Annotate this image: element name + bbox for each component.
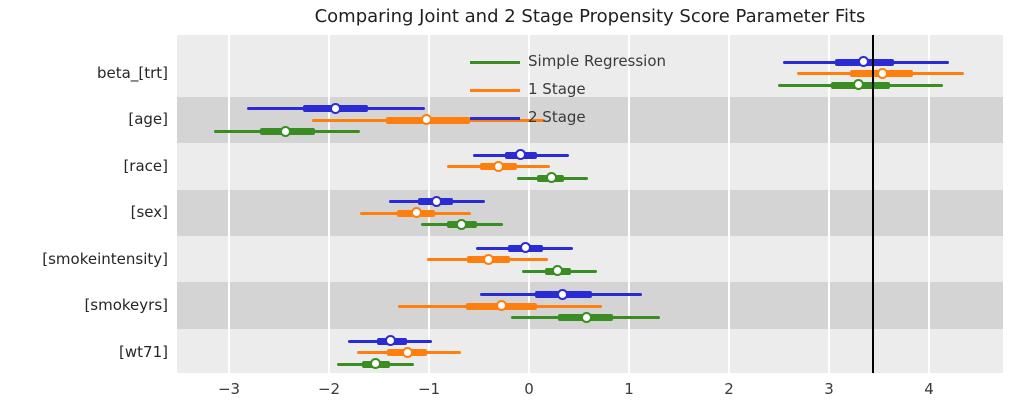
x-tick-label: 0 [524,380,534,398]
point-estimate-marker [520,242,531,254]
y-tick-label: [smokeintensity] [42,249,168,268]
row-band [177,236,1003,282]
y-tick-label: [smokeyrs] [84,296,168,315]
x-tick-label: −1 [417,380,441,398]
legend-entry-label: 2 Stage [528,108,586,126]
legend-entry-label: Simple Regression [528,52,667,70]
point-estimate-marker [546,172,557,184]
legend-line-sample [470,116,520,120]
point-estimate-marker [370,358,381,370]
y-tick-label: [wt71] [119,342,168,361]
gridline [828,35,830,373]
point-estimate-marker [515,149,526,161]
x-tick-label: 1 [624,380,634,398]
point-estimate-marker [877,67,888,79]
point-estimate-marker [402,346,413,358]
point-estimate-marker [456,218,467,230]
plot-area: Simple Regression 1 Stage 2 Stage [177,35,1003,373]
y-tick-label: [age] [128,110,168,129]
x-tick-label: −3 [217,380,241,398]
gridline [528,35,530,373]
gridline [228,35,230,373]
gridline [328,35,330,373]
row-band [177,189,1003,236]
point-estimate-marker [557,288,568,300]
x-tick-label: 2 [724,380,734,398]
point-estimate-marker [552,265,563,277]
row-band [177,96,1003,144]
point-estimate-marker [853,79,864,90]
x-tick-label: 4 [924,380,934,398]
x-tick-label: 3 [824,380,834,398]
gridline [628,35,630,373]
legend-line-sample [470,60,520,64]
point-estimate-marker [330,102,341,114]
row-band [177,329,1003,373]
legend-line-sample [470,88,520,92]
point-estimate-marker [483,253,494,265]
point-estimate-marker [496,300,507,312]
y-tick-label: beta_[trt] [97,63,168,82]
y-tick-label: [race] [123,156,168,175]
point-estimate-marker [858,56,869,67]
point-estimate-marker [493,160,504,172]
x-tick-label: −2 [317,380,341,398]
point-estimate-marker [581,311,592,323]
gridline [928,35,930,373]
row-band [177,143,1003,189]
point-estimate-marker [280,125,291,137]
point-estimate-marker [411,207,422,219]
legend-entry-label: 1 Stage [528,80,586,98]
point-estimate-marker [385,335,396,347]
y-tick-label: [sex] [130,203,168,222]
point-estimate-marker [421,114,432,126]
point-estimate-marker [431,195,442,207]
chart-title: Comparing Joint and 2 Stage Propensity S… [314,6,866,27]
gridline [728,35,730,373]
reference-line [872,35,874,373]
